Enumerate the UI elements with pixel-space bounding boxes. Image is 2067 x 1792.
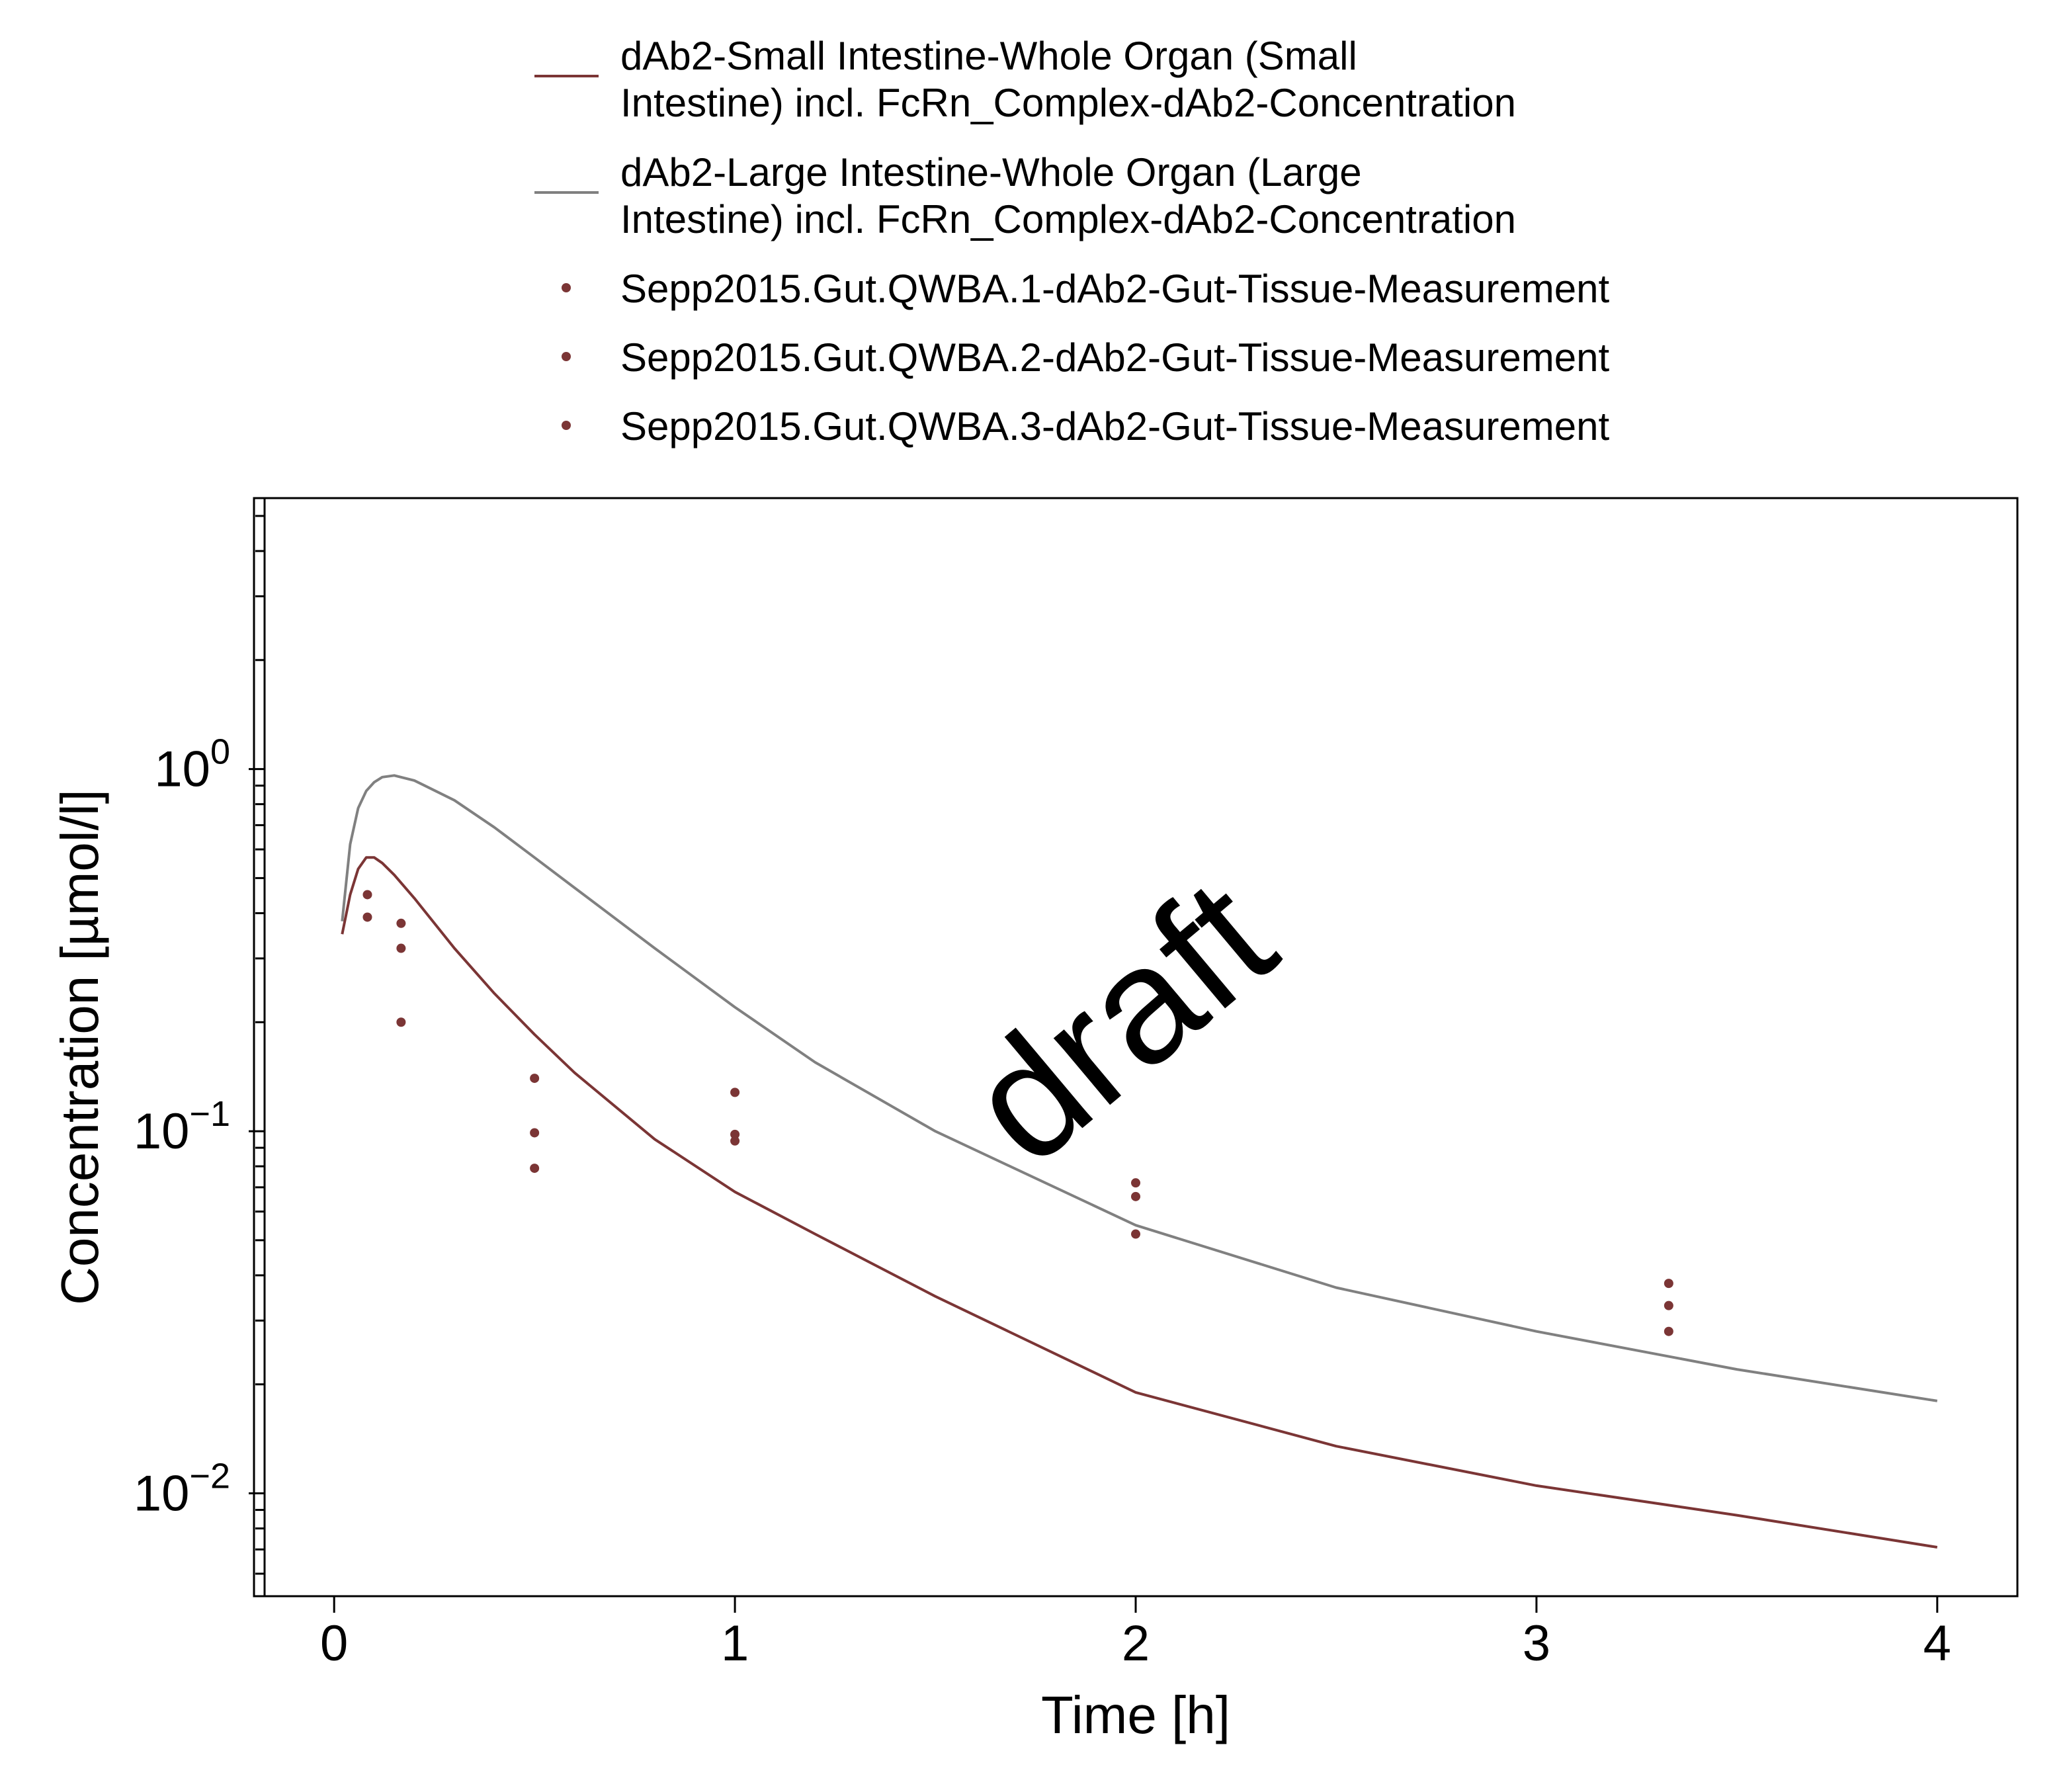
legend: dAb2-Small Intestine-Whole Organ (Small I… <box>534 34 1609 448</box>
legend-label: Sepp2015.Gut.QWBA.2-dAb2-Gut-Tissue-Meas… <box>620 335 1609 380</box>
data-point-series-5 <box>1664 1326 1673 1336</box>
data-point-series-5 <box>396 1017 406 1027</box>
data-point-series-3 <box>1131 1178 1140 1188</box>
plot-content <box>341 774 1938 1549</box>
data-point-series-5 <box>530 1164 540 1173</box>
data-point-series-5 <box>1131 1229 1140 1239</box>
y-tick-exponent: 0 <box>210 732 230 772</box>
data-point-series-3 <box>396 918 406 928</box>
legend-item-5: Sepp2015.Gut.QWBA.3-dAb2-Gut-Tissue-Meas… <box>562 404 1609 448</box>
data-point-series-3 <box>1664 1279 1673 1289</box>
legend-item-3: Sepp2015.Gut.QWBA.1-dAb2-Gut-Tissue-Meas… <box>562 267 1609 311</box>
legend-marker-swatch <box>562 283 571 292</box>
data-point-series-3 <box>530 1074 540 1084</box>
legend-label-line: dAb2-Small Intestine-Whole Organ (Small <box>620 34 1357 78</box>
data-point-series-4 <box>1664 1301 1673 1310</box>
series-line-1 <box>341 856 1938 1549</box>
watermark-text: draft <box>935 844 1307 1198</box>
legend-item-1: dAb2-Small Intestine-Whole Organ (Small I… <box>534 34 1516 125</box>
data-point-series-5 <box>730 1136 740 1146</box>
legend-label: Sepp2015.Gut.QWBA.3-dAb2-Gut-Tissue-Meas… <box>620 404 1609 448</box>
y-tick-base: 10 <box>154 742 210 798</box>
legend-label: dAb2-Large Intestine-Whole Organ (Large I… <box>620 150 1516 241</box>
x-tick-label: 4 <box>1923 1615 1951 1672</box>
data-point-series-4 <box>1131 1191 1140 1201</box>
y-tick-base: 10 <box>134 1466 190 1522</box>
legend-label-line: Intestine) incl. FcRn_Complex-dAb2-Conce… <box>620 197 1516 241</box>
y-axis-label: Concentration [µmol/l] <box>50 789 109 1305</box>
legend-marker-swatch <box>562 352 571 361</box>
data-point-series-4 <box>396 943 406 953</box>
x-tick-label: 0 <box>320 1615 348 1672</box>
x-tick-label: 3 <box>1523 1615 1550 1672</box>
legend-item-4: Sepp2015.Gut.QWBA.2-dAb2-Gut-Tissue-Meas… <box>562 335 1609 380</box>
legend-label: dAb2-Small Intestine-Whole Organ (Small I… <box>620 34 1516 125</box>
y-tick-label: 10−1 <box>134 1094 230 1160</box>
y-tick-label: 100 <box>154 732 230 798</box>
x-tick-label: 1 <box>721 1615 749 1672</box>
y-tick-base: 10 <box>134 1103 190 1160</box>
data-point-series-4 <box>730 1129 740 1139</box>
data-point-series-4 <box>362 912 372 922</box>
x-axis-label: Time [h] <box>1041 1685 1230 1744</box>
legend-label: Sepp2015.Gut.QWBA.1-dAb2-Gut-Tissue-Meas… <box>620 267 1609 311</box>
data-point-series-3 <box>362 890 372 900</box>
legend-item-2: dAb2-Large Intestine-Whole Organ (Large I… <box>534 150 1516 241</box>
data-point-series-4 <box>530 1128 540 1138</box>
legend-label-line: dAb2-Large Intestine-Whole Organ (Large <box>620 150 1362 194</box>
legend-label-line: Intestine) incl. FcRn_Complex-dAb2-Conce… <box>620 81 1516 125</box>
legend-marker-swatch <box>562 421 571 430</box>
y-tick-exponent: −1 <box>189 1094 230 1134</box>
series-line-2 <box>341 774 1938 1402</box>
x-axis: 0 1 2 3 4 <box>254 1595 2017 1672</box>
data-point-series-3 <box>730 1088 740 1097</box>
y-tick-label: 10−2 <box>134 1457 230 1522</box>
y-tick-exponent: −2 <box>189 1457 230 1496</box>
x-tick-label: 2 <box>1122 1615 1150 1672</box>
